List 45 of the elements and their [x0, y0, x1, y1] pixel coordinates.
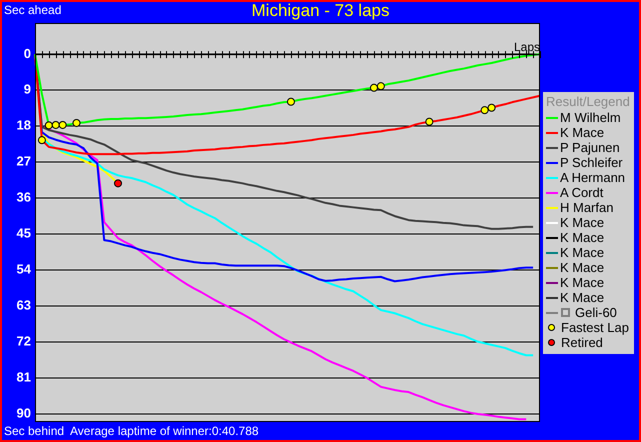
- chart-title: Michigan - 73 laps: [252, 1, 390, 20]
- y-tick-label: 81: [16, 370, 31, 385]
- y-tick-label: 45: [16, 226, 31, 241]
- legend-label: Retired: [561, 335, 603, 350]
- y-tick-label: 63: [16, 298, 31, 313]
- legend-label: K Mace: [560, 275, 604, 290]
- legend-label: K Mace: [560, 245, 604, 260]
- legend-label: A Cordt: [560, 185, 604, 200]
- point: [72, 118, 81, 127]
- point: [376, 82, 385, 90]
- y-tick-label: 36: [16, 190, 31, 205]
- legend-label: P Pajunen: [560, 140, 620, 155]
- point: [38, 136, 46, 144]
- legend-label: H Marfan: [560, 200, 614, 215]
- point: [286, 98, 295, 106]
- legend-label: K Mace: [560, 230, 604, 245]
- legend-label: K Mace: [560, 290, 604, 305]
- y-tick-label: 90: [16, 406, 31, 421]
- point: [114, 179, 122, 188]
- x-axis-title: Laps: [514, 40, 540, 54]
- point: [58, 120, 67, 129]
- y-tick-label: 0: [24, 46, 31, 61]
- point: [52, 120, 60, 129]
- point: [480, 106, 489, 114]
- text: Sec behind: [4, 424, 64, 438]
- legend-label: Fastest Lap: [561, 320, 629, 335]
- text: Average laptime of winner:0:40.788: [70, 424, 259, 438]
- point: [425, 118, 434, 126]
- legend-label: K Mace: [560, 215, 604, 230]
- legend-label: K Mace: [560, 260, 604, 275]
- point: [44, 121, 53, 130]
- y-tick-label: 54: [16, 262, 32, 277]
- y-tick-label: 18: [16, 118, 31, 133]
- legend-label: K Mace: [560, 125, 604, 140]
- legend-label: P Schleifer: [560, 155, 623, 170]
- legend-label: M Wilhelm: [560, 110, 621, 125]
- legend-label: A Hermann: [560, 170, 626, 185]
- y-tick-label: 72: [16, 334, 31, 349]
- text: Sec ahead: [4, 3, 62, 17]
- point: [370, 84, 378, 92]
- legend-title: Result/Legend: [546, 94, 630, 109]
- legend-label: Geli-60: [575, 305, 617, 320]
- point: [488, 104, 496, 112]
- y-tick-label: 9: [24, 82, 31, 97]
- y-tick-label: 27: [16, 154, 31, 169]
